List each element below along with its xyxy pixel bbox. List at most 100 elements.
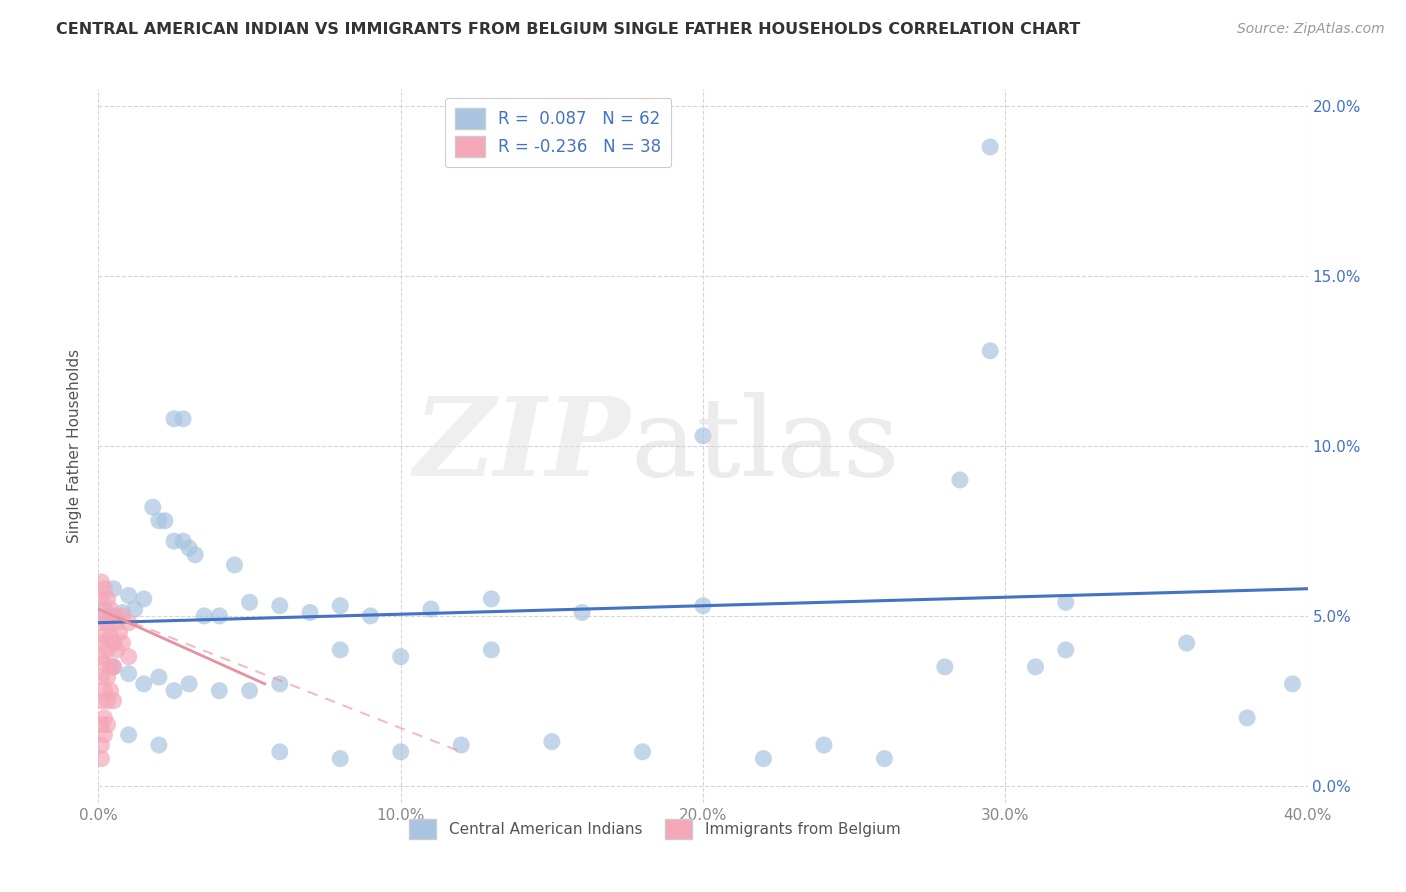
Point	[103, 694, 125, 708]
Point	[108, 626, 131, 640]
Point	[93, 608, 115, 623]
Y-axis label: Single Father Households: Single Father Households	[67, 349, 83, 543]
Point	[96, 717, 118, 731]
Point	[90, 717, 112, 731]
Point	[93, 657, 115, 671]
Point	[184, 548, 207, 562]
Point	[329, 599, 352, 613]
Point	[1054, 643, 1077, 657]
Point	[148, 514, 170, 528]
Point	[90, 574, 112, 589]
Point	[873, 751, 896, 765]
Point	[93, 629, 115, 643]
Point	[105, 615, 128, 630]
Point	[692, 599, 714, 613]
Point	[1236, 711, 1258, 725]
Point	[540, 734, 562, 748]
Point	[90, 591, 112, 606]
Point	[90, 636, 112, 650]
Point	[979, 343, 1001, 358]
Point	[103, 636, 125, 650]
Point	[979, 140, 1001, 154]
Point	[153, 514, 176, 528]
Point	[239, 683, 262, 698]
Point	[813, 738, 835, 752]
Point	[163, 683, 186, 698]
Point	[208, 608, 231, 623]
Point	[100, 629, 122, 643]
Point	[100, 608, 122, 623]
Point	[96, 670, 118, 684]
Point	[1054, 595, 1077, 609]
Point	[752, 751, 775, 765]
Point	[329, 751, 352, 765]
Point	[269, 677, 291, 691]
Point	[93, 582, 115, 596]
Point	[111, 608, 134, 623]
Point	[100, 683, 122, 698]
Point	[360, 608, 382, 623]
Point	[93, 602, 115, 616]
Point	[208, 683, 231, 698]
Point	[103, 608, 125, 623]
Point	[224, 558, 246, 572]
Point	[105, 608, 128, 623]
Point	[1175, 636, 1198, 650]
Text: Source: ZipAtlas.com: Source: ZipAtlas.com	[1237, 22, 1385, 37]
Point	[481, 643, 503, 657]
Point	[96, 615, 118, 630]
Point	[481, 591, 503, 606]
Point	[96, 643, 118, 657]
Point	[172, 534, 194, 549]
Point	[389, 745, 412, 759]
Point	[100, 602, 122, 616]
Point	[90, 670, 112, 684]
Text: CENTRAL AMERICAN INDIAN VS IMMIGRANTS FROM BELGIUM SINGLE FATHER HOUSEHOLDS CORR: CENTRAL AMERICAN INDIAN VS IMMIGRANTS FR…	[56, 22, 1080, 37]
Point	[103, 660, 125, 674]
Point	[118, 666, 141, 681]
Point	[949, 473, 972, 487]
Point	[132, 591, 155, 606]
Point	[934, 660, 956, 674]
Point	[571, 606, 593, 620]
Point	[692, 429, 714, 443]
Point	[142, 500, 165, 515]
Point	[329, 643, 352, 657]
Point	[111, 606, 134, 620]
Point	[118, 589, 141, 603]
Point	[118, 615, 141, 630]
Point	[163, 412, 186, 426]
Point	[1281, 677, 1303, 691]
Point	[103, 660, 125, 674]
Text: atlas: atlas	[630, 392, 900, 500]
Point	[93, 711, 115, 725]
Point	[179, 541, 201, 555]
Point	[90, 694, 112, 708]
Point	[93, 683, 115, 698]
Point	[90, 751, 112, 765]
Point	[269, 745, 291, 759]
Point	[299, 606, 322, 620]
Point	[96, 591, 118, 606]
Point	[103, 582, 125, 596]
Point	[132, 677, 155, 691]
Point	[118, 649, 141, 664]
Point	[124, 602, 146, 616]
Point	[269, 599, 291, 613]
Point	[179, 677, 201, 691]
Point	[420, 602, 443, 616]
Point	[90, 738, 112, 752]
Text: ZIP: ZIP	[413, 392, 630, 500]
Legend: Central American Indians, Immigrants from Belgium: Central American Indians, Immigrants fro…	[402, 814, 907, 845]
Point	[118, 728, 141, 742]
Point	[100, 660, 122, 674]
Point	[148, 738, 170, 752]
Point	[1024, 660, 1046, 674]
Point	[389, 649, 412, 664]
Point	[163, 534, 186, 549]
Point	[239, 595, 262, 609]
Point	[111, 636, 134, 650]
Point	[90, 649, 112, 664]
Point	[93, 728, 115, 742]
Point	[148, 670, 170, 684]
